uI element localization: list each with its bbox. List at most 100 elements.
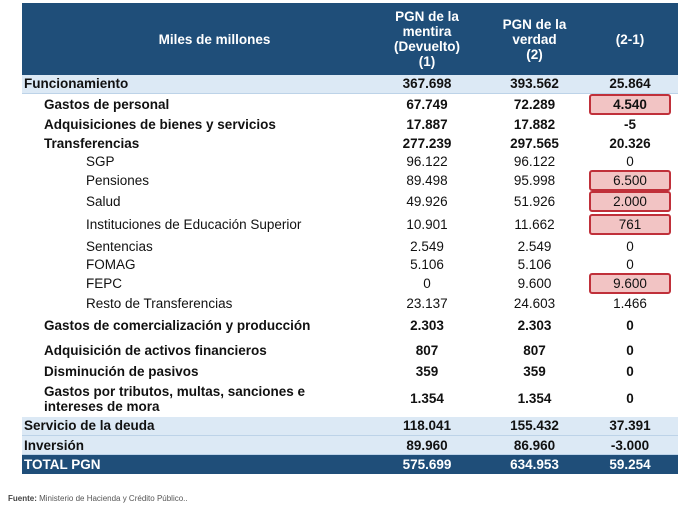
row-label-text: Gastos de comercialización y producción bbox=[44, 318, 311, 333]
table-row: Pensiones 89.498 95.998 6.500 bbox=[22, 169, 678, 191]
value-pgn-verdad: 17.882 bbox=[487, 115, 582, 134]
value-difference: 0 bbox=[582, 256, 678, 273]
cell-value: 5.106 bbox=[410, 256, 444, 272]
cell-value: 807 bbox=[523, 342, 546, 358]
cell-value: 367.698 bbox=[402, 76, 452, 92]
value-pgn-verdad: 359 bbox=[487, 362, 582, 381]
value-pgn-verdad: 95.998 bbox=[487, 170, 582, 191]
table-header-row: Miles de millones PGN de la mentira (Dev… bbox=[22, 3, 678, 75]
value-pgn-mentira: 17.887 bbox=[367, 115, 487, 134]
value-difference: 59.254 bbox=[582, 454, 678, 474]
highlighted-difference: 4.540 bbox=[589, 93, 671, 115]
row-label-text: Pensiones bbox=[86, 172, 150, 188]
cell-value: 10.901 bbox=[406, 216, 448, 232]
cell-value: 23.137 bbox=[406, 295, 448, 311]
header-pgn-verdad: PGN de la verdad (2) bbox=[487, 3, 582, 75]
cell-value: 1.354 bbox=[410, 391, 444, 406]
row-label-text: Instituciones de Educación Superior bbox=[86, 216, 302, 232]
value-pgn-mentira: 2.303 bbox=[367, 313, 487, 339]
table-row: Servicio de la deuda 118.041 155.432 37.391 bbox=[22, 416, 678, 436]
row-label: Gastos por tributos, multas, sanciones e… bbox=[22, 381, 367, 417]
row-label: FOMAG bbox=[22, 256, 367, 273]
cell-value: 72.289 bbox=[513, 96, 556, 112]
source-note: Fuente: Ministerio de Hacienda y Crédito… bbox=[8, 494, 188, 503]
cell-value: 2.303 bbox=[517, 318, 552, 333]
value-difference: 2.000 bbox=[582, 190, 678, 212]
value-pgn-mentira: 575.699 bbox=[367, 454, 487, 474]
table-row: Gastos de comercialización y producción 2… bbox=[22, 313, 678, 339]
cell-value: 86.960 bbox=[513, 437, 556, 453]
cell-value: 118.041 bbox=[402, 418, 452, 434]
value-pgn-mentira: 89.498 bbox=[367, 170, 487, 191]
table-row: Instituciones de Educación Superior 10.90… bbox=[22, 212, 678, 237]
cell-value: 359 bbox=[523, 363, 546, 379]
highlighted-difference: 2.000 bbox=[589, 190, 671, 212]
value-pgn-mentira: 807 bbox=[367, 339, 487, 362]
value-pgn-verdad: 297.565 bbox=[487, 134, 582, 153]
cell-value: 0 bbox=[626, 342, 634, 358]
header-line: (Devuelto) bbox=[393, 39, 460, 54]
value-difference: 0 bbox=[582, 237, 678, 256]
value-pgn-verdad: 807 bbox=[487, 339, 582, 362]
header-pgn-mentira: PGN de la mentira (Devuelto) (1) bbox=[367, 3, 487, 75]
highlighted-difference: 761 bbox=[589, 213, 671, 235]
value-pgn-mentira: 49.926 bbox=[367, 191, 487, 212]
row-label: Instituciones de Educación Superior bbox=[22, 212, 367, 237]
table-row: Sentencias 2.549 2.549 0 bbox=[22, 237, 678, 256]
row-label: TOTAL PGN bbox=[22, 454, 367, 474]
header-units: Miles de millones bbox=[22, 3, 367, 75]
cell-value: 11.662 bbox=[514, 216, 555, 232]
header-difference: (2-1) bbox=[582, 3, 678, 75]
table-row: Disminución de pasivos 359 359 0 bbox=[22, 362, 678, 381]
value-pgn-mentira: 96.122 bbox=[367, 153, 487, 170]
row-label-text: Disminución de pasivos bbox=[44, 363, 199, 379]
table-row: FOMAG 5.106 5.106 0 bbox=[22, 256, 678, 273]
value-difference: 0 bbox=[582, 362, 678, 381]
cell-value: 9.600 bbox=[517, 275, 552, 291]
value-pgn-mentira: 10.901 bbox=[367, 212, 487, 237]
table-row: Gastos por tributos, multas, sanciones e… bbox=[22, 381, 678, 417]
table-row: SGP 96.122 96.122 0 bbox=[22, 153, 678, 170]
cell-value: 95.998 bbox=[513, 172, 556, 188]
value-difference: 4.540 bbox=[582, 93, 678, 115]
value-difference: 0 bbox=[582, 153, 678, 170]
cell-value: 807 bbox=[415, 342, 439, 358]
header-line: verdad bbox=[512, 31, 557, 47]
row-label-text: TOTAL PGN bbox=[24, 456, 101, 472]
value-pgn-verdad: 9.600 bbox=[487, 273, 582, 294]
cell-value: 20.326 bbox=[609, 135, 651, 151]
value-pgn-verdad: 11.662 bbox=[487, 212, 582, 237]
row-label-text: SGP bbox=[86, 153, 115, 169]
value-pgn-mentira: 118.041 bbox=[367, 416, 487, 436]
row-label-text: FOMAG bbox=[86, 256, 136, 272]
row-label-text: Sentencias bbox=[86, 238, 153, 254]
cell-value: 51.926 bbox=[513, 193, 556, 209]
value-pgn-verdad: 1.354 bbox=[487, 381, 582, 417]
row-label-text: Salud bbox=[86, 193, 121, 209]
row-label: Adquisiciones de bienes y servicios bbox=[22, 115, 367, 134]
cell-value: -3.000 bbox=[610, 437, 650, 453]
header-line: PGN de la bbox=[502, 16, 567, 32]
cell-value: 17.887 bbox=[406, 116, 448, 132]
row-label-text: FEPC bbox=[86, 275, 123, 291]
table-row: Gastos de personal 67.749 72.289 4.540 bbox=[22, 93, 678, 115]
row-label: Adquisición de activos financieros bbox=[22, 339, 367, 362]
value-pgn-mentira: 67.749 bbox=[367, 93, 487, 115]
value-pgn-verdad: 5.106 bbox=[487, 256, 582, 273]
value-difference: 6.500 bbox=[582, 169, 678, 191]
cell-value: 1.466 bbox=[613, 295, 647, 311]
cell-value: 49.926 bbox=[406, 193, 448, 209]
value-pgn-mentira: 2.549 bbox=[367, 237, 487, 256]
cell-value: 17.882 bbox=[513, 116, 556, 132]
cell-value: 59.254 bbox=[609, 456, 651, 472]
highlighted-difference: 6.500 bbox=[589, 169, 671, 191]
value-pgn-verdad: 51.926 bbox=[487, 191, 582, 212]
value-pgn-verdad: 2.549 bbox=[487, 237, 582, 256]
highlighted-difference: 9.600 bbox=[589, 272, 671, 294]
row-label: Sentencias bbox=[22, 237, 367, 256]
cell-value: -5 bbox=[623, 116, 636, 132]
row-label-text: Resto de Transferencias bbox=[86, 295, 233, 311]
row-label-text: Gastos de personal bbox=[44, 96, 170, 112]
value-pgn-mentira: 23.137 bbox=[367, 294, 487, 313]
cell-value: 1.354 bbox=[517, 391, 552, 406]
